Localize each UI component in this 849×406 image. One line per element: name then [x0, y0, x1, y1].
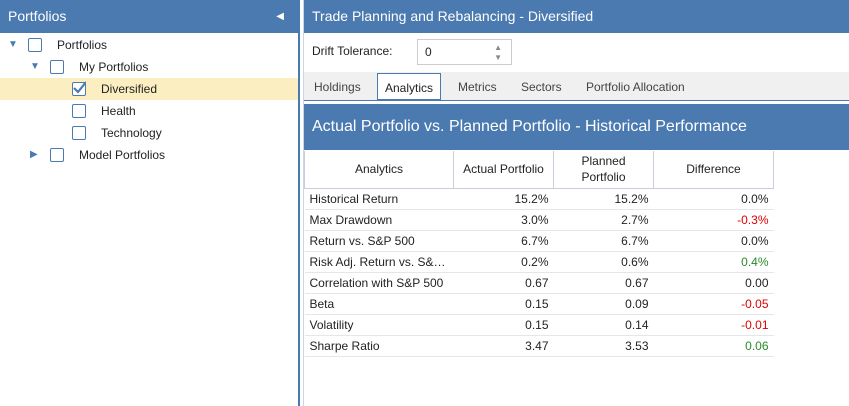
tree-node[interactable]: Technology — [0, 122, 298, 144]
table-cell: -0.01 — [653, 314, 774, 336]
tab[interactable]: Holdings — [314, 80, 361, 94]
tree-node[interactable]: ▼ Portfolios — [0, 34, 298, 56]
node-label: Diversified — [101, 82, 158, 96]
table-cell: 0.4% — [653, 251, 774, 273]
table-cell: 0.15 — [453, 293, 554, 315]
table-cell: Return vs. S&P 500 — [304, 230, 454, 252]
drift-input[interactable]: 0 ▲ ▼ — [417, 39, 512, 65]
table-row: Volatility 0.15 0.14 -0.01 — [304, 314, 774, 336]
table-cell: 0.2% — [453, 251, 554, 273]
tree-node[interactable]: ▶ Model Portfolios — [0, 144, 298, 166]
table-cell: 3.53 — [553, 335, 654, 357]
column-header[interactable]: Difference — [653, 151, 774, 189]
column-header[interactable]: Actual Portfolio — [453, 151, 554, 189]
table-cell: 0.06 — [653, 335, 774, 357]
table-cell: Correlation with S&P 500 — [304, 272, 454, 294]
table-cell: 0.14 — [553, 314, 654, 336]
checkbox[interactable] — [50, 60, 64, 74]
table-cell: 3.0% — [453, 209, 554, 231]
table-row: Beta 0.15 0.09 -0.05 — [304, 293, 774, 315]
table-cell: 0.67 — [453, 272, 554, 294]
column-header[interactable]: Analytics — [304, 151, 454, 189]
tree-node[interactable]: ▼ My Portfolios — [0, 56, 298, 78]
table-row: Return vs. S&P 500 6.7% 6.7% 0.0% — [304, 230, 774, 252]
table-cell: 6.7% — [453, 230, 554, 252]
table-row: Sharpe Ratio 3.47 3.53 0.06 — [304, 335, 774, 357]
main-header: Trade Planning and Rebalancing - Diversi… — [304, 0, 849, 33]
table-cell: 0.09 — [553, 293, 654, 315]
node-label: My Portfolios — [79, 60, 149, 74]
column-header[interactable]: Planned Portfolio — [553, 151, 654, 189]
checkbox[interactable] — [72, 126, 86, 140]
checkbox[interactable] — [50, 148, 64, 162]
table-cell: 15.2% — [453, 188, 554, 210]
table-cell: 0.0% — [653, 188, 774, 210]
tree-node[interactable]: Diversified — [0, 78, 298, 100]
table-row: Risk Adj. Return vs. S&… 0.2% 0.6% 0.4% — [304, 251, 774, 273]
table-cell: -0.05 — [653, 293, 774, 315]
table-cell: 6.7% — [553, 230, 654, 252]
table-cell: 0.00 — [653, 272, 774, 294]
expander[interactable]: ▼ — [30, 61, 40, 72]
expander[interactable]: ▼ — [8, 39, 18, 50]
table-row: Correlation with S&P 500 0.67 0.67 0.00 — [304, 272, 774, 294]
table-row: Max Drawdown 3.0% 2.7% -0.3% — [304, 209, 774, 231]
table-cell: Volatility — [304, 314, 454, 336]
node-label: Model Portfolios — [79, 148, 166, 162]
expander[interactable]: ▶ — [30, 149, 38, 160]
checkbox[interactable] — [28, 38, 42, 52]
tab[interactable]: Analytics — [377, 73, 442, 101]
table-cell: 0.6% — [553, 251, 654, 273]
node-label: Portfolios — [57, 38, 108, 52]
table-cell: -0.3% — [653, 209, 774, 231]
table-cell: 0.15 — [453, 314, 554, 336]
table-cell: Beta — [304, 293, 454, 315]
splitter[interactable] — [298, 0, 304, 406]
drift-label: Drift Tolerance: — [312, 44, 393, 58]
table-cell: Sharpe Ratio — [304, 335, 454, 357]
table-cell: Historical Return — [304, 188, 454, 210]
drift-value: 0 — [425, 45, 432, 59]
table-cell: 2.7% — [553, 209, 654, 231]
table-cell: Max Drawdown — [304, 209, 454, 231]
sidebar-header: Portfolios ◀ — [0, 0, 298, 33]
table-cell: 0.0% — [653, 230, 774, 252]
sidebar: Portfolios ◀ ▼ Portfolios ▼ My Portfolios Div… — [0, 0, 298, 406]
main-title: Trade Planning and Rebalancing - Diversi… — [312, 8, 594, 24]
sidebar-title: Portfolios — [8, 8, 67, 24]
table-cell: 15.2% — [553, 188, 654, 210]
node-label: Technology — [101, 126, 162, 140]
table-cell: Risk Adj. Return vs. S&… — [304, 251, 454, 273]
tab[interactable]: Portfolio Allocation — [586, 80, 685, 94]
table-row: Historical Return 15.2% 15.2% 0.0% — [304, 188, 774, 210]
main-panel: Trade Planning and Rebalancing - Diversi… — [304, 0, 849, 406]
tab[interactable]: Sectors — [521, 80, 562, 94]
node-label: Health — [101, 104, 136, 118]
tab[interactable]: Metrics — [458, 80, 497, 94]
collapse-button[interactable]: ◀ — [276, 11, 284, 22]
tree-node[interactable]: Health — [0, 100, 298, 122]
table-cell: 3.47 — [453, 335, 554, 357]
checkbox[interactable] — [72, 104, 86, 118]
panel-title: Actual Portfolio vs. Planned Portfolio -… — [304, 104, 849, 150]
analytics-table: Analytics Actual Portfolio Planned Portfol… — [304, 151, 774, 357]
table-cell: 0.67 — [553, 272, 654, 294]
checkbox[interactable] — [72, 81, 86, 96]
